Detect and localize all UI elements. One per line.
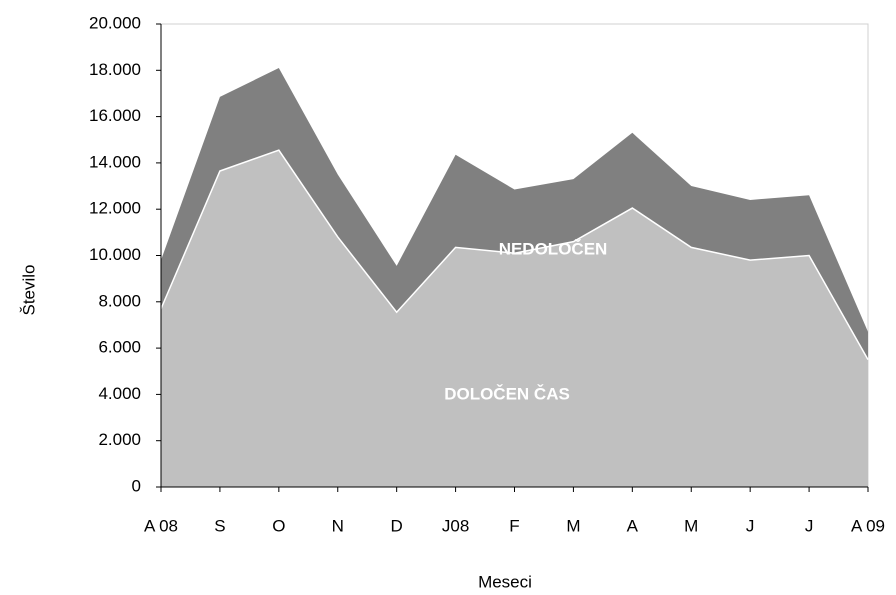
x-tick-label: A 09 xyxy=(851,516,885,535)
x-tick-label: J xyxy=(805,516,814,535)
x-tick-label: A 08 xyxy=(144,516,178,535)
x-tick-label: S xyxy=(214,516,225,535)
x-tick-label: J xyxy=(746,516,755,535)
y-tick-label: 12.000 xyxy=(89,199,141,218)
series-boundary xyxy=(160,149,869,361)
x-tick-label: J08 xyxy=(442,516,469,535)
area xyxy=(161,67,868,360)
y-tick-label: 18.000 xyxy=(89,60,141,79)
y-tick-label: 2.000 xyxy=(98,430,141,449)
x-tick-label: O xyxy=(272,516,285,535)
y-tick-label: 0 xyxy=(132,476,141,495)
series-label: NEDOLOČEN xyxy=(499,239,608,258)
y-tick-label: 4.000 xyxy=(98,384,141,403)
y-tick-label: 16.000 xyxy=(89,106,141,125)
x-tick-label: M xyxy=(684,516,698,535)
area xyxy=(161,150,868,488)
y-tick-label: 14.000 xyxy=(89,152,141,171)
y-tick-label: 6.000 xyxy=(98,338,141,357)
x-tick-label: F xyxy=(509,516,519,535)
x-tick-label: D xyxy=(391,516,403,535)
x-tick-label: A xyxy=(627,516,639,535)
y-axis-title: Število xyxy=(19,264,38,315)
x-axis-title: Meseci xyxy=(478,572,532,591)
x-tick-label: M xyxy=(566,516,580,535)
y-tick-label: 8.000 xyxy=(98,291,141,310)
y-tick-label: 20.000 xyxy=(89,13,141,32)
series-label: DOLOČEN ČAS xyxy=(444,384,570,403)
x-tick-label: N xyxy=(332,516,344,535)
y-tick-label: 10.000 xyxy=(89,245,141,264)
